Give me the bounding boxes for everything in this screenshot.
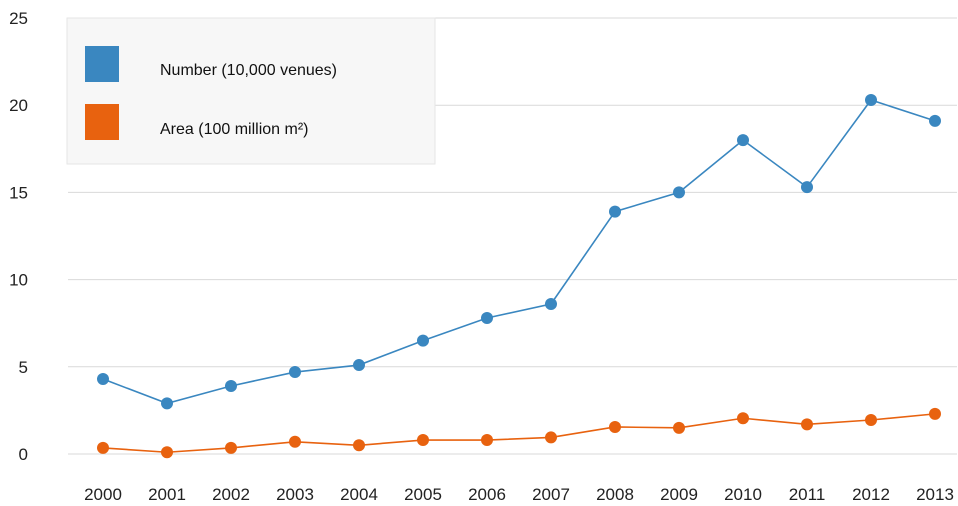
legend-swatch-number	[85, 46, 119, 82]
data-point	[865, 93, 877, 106]
data-point	[801, 181, 813, 194]
data-point	[545, 431, 557, 444]
data-point	[225, 379, 237, 392]
data-point	[225, 441, 237, 454]
data-point	[161, 397, 173, 410]
data-point	[929, 407, 941, 420]
series-number	[97, 93, 941, 410]
y-tick-label: 20	[9, 96, 28, 115]
legend: Number (10,000 venues) Area (100 million…	[66, 17, 436, 165]
data-point	[97, 441, 109, 454]
x-tick-label: 2007	[532, 485, 570, 504]
data-point	[289, 366, 301, 379]
data-point	[353, 359, 365, 372]
y-tick-label: 10	[9, 271, 28, 290]
data-point	[929, 114, 941, 127]
data-point	[481, 311, 493, 324]
x-tick-label: 2012	[852, 485, 890, 504]
data-point	[161, 446, 173, 459]
data-point	[417, 434, 429, 447]
legend-swatch-area	[85, 104, 119, 140]
x-tick-label: 2000	[84, 485, 122, 504]
data-point	[417, 334, 429, 347]
data-point	[481, 434, 493, 447]
legend-box	[66, 17, 436, 165]
x-tick-label: 2006	[468, 485, 506, 504]
data-point	[673, 186, 685, 199]
series-line	[102, 413, 936, 454]
x-tick-label: 2001	[148, 485, 186, 504]
data-point	[289, 435, 301, 448]
data-point	[673, 421, 685, 434]
x-axis-ticks: 2000 2001 2002 2003 2004 2005 2006 2007 2008 2009…	[84, 485, 954, 504]
x-tick-label: 2013	[916, 485, 954, 504]
x-tick-label: 2004	[340, 485, 378, 504]
data-point	[737, 134, 749, 147]
data-point	[353, 439, 365, 452]
data-point	[737, 412, 749, 425]
data-point	[97, 373, 109, 386]
legend-label-number: Number (10,000 venues)	[160, 62, 337, 79]
y-tick-label: 15	[9, 183, 28, 202]
data-point	[865, 413, 877, 426]
series-lines	[97, 93, 941, 459]
series-area	[97, 407, 941, 459]
x-tick-label: 2008	[596, 485, 634, 504]
series-line	[102, 99, 936, 405]
data-point	[545, 298, 557, 311]
data-point	[801, 418, 813, 431]
x-tick-label: 2009	[660, 485, 698, 504]
data-point	[609, 205, 621, 218]
y-tick-label: 5	[19, 358, 28, 377]
y-tick-label: 0	[19, 445, 28, 464]
x-tick-label: 2002	[212, 485, 250, 504]
legend-label-area: Area (100 million m²)	[160, 121, 308, 138]
y-axis-ticks: 0 5 10 15 20 25	[9, 9, 28, 464]
x-tick-label: 2005	[404, 485, 442, 504]
x-tick-label: 2003	[276, 485, 314, 504]
x-tick-label: 2011	[789, 485, 826, 504]
x-tick-label: 2010	[724, 485, 762, 504]
y-tick-label: 25	[9, 9, 28, 28]
data-point	[609, 420, 621, 433]
